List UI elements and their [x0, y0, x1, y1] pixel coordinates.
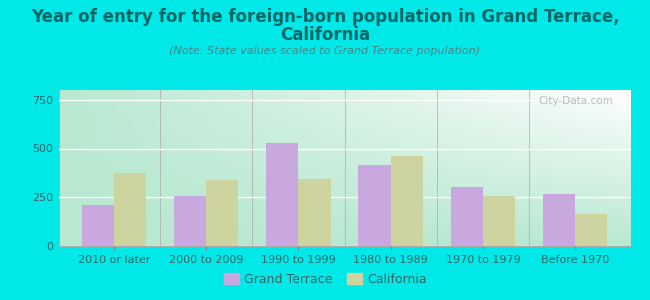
- Bar: [266, 142, 298, 246]
- Bar: [298, 179, 331, 246]
- Bar: [483, 196, 515, 246]
- Bar: [575, 214, 608, 246]
- Bar: [450, 187, 483, 246]
- Bar: [114, 173, 146, 246]
- Text: (Note: State values scaled to Grand Terrace population): (Note: State values scaled to Grand Terr…: [170, 46, 480, 56]
- Legend: Grand Terrace, California: Grand Terrace, California: [218, 268, 432, 291]
- Text: California: California: [280, 26, 370, 44]
- Bar: [391, 156, 423, 246]
- Text: City-Data.com: City-Data.com: [539, 96, 614, 106]
- Bar: [206, 180, 239, 246]
- Text: Year of entry for the foreign-born population in Grand Terrace,: Year of entry for the foreign-born popul…: [31, 8, 619, 26]
- Bar: [81, 205, 114, 246]
- Bar: [358, 165, 391, 246]
- Bar: [174, 196, 206, 246]
- Bar: [543, 194, 575, 246]
